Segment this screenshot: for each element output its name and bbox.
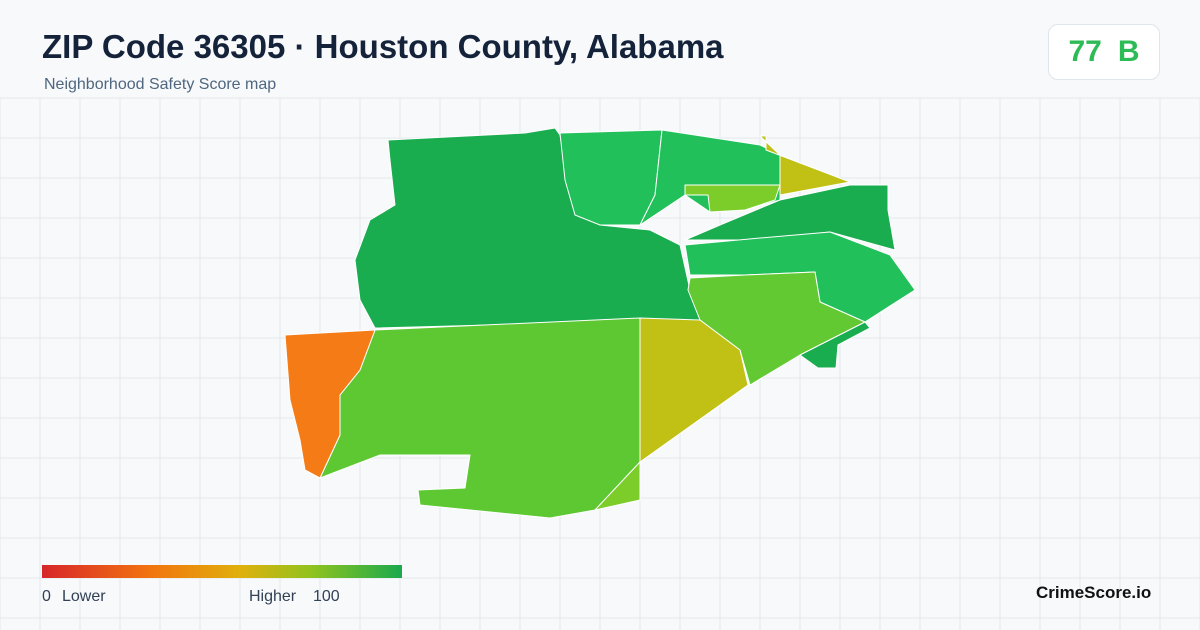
legend-min: 0 — [42, 588, 51, 605]
region — [684, 184, 781, 213]
region — [799, 321, 871, 369]
region — [759, 135, 851, 196]
score: 77 — [1068, 35, 1102, 68]
zip-regions — [284, 127, 916, 519]
region — [594, 461, 641, 511]
legend-max: 100 — [313, 588, 340, 605]
region — [284, 329, 376, 479]
title: ZIP Code 36305 · Houston County, Alabama — [42, 28, 724, 65]
score-badge: 77 B — [1048, 24, 1160, 80]
subtitle: Neighborhood Safety Score map — [44, 76, 277, 93]
grade: B — [1117, 35, 1140, 68]
brand: CrimeScore.io — [1036, 583, 1152, 602]
legend-max-label: Higher — [249, 588, 297, 605]
legend-gradient — [42, 565, 402, 578]
legend-min-label: Lower — [62, 588, 106, 605]
